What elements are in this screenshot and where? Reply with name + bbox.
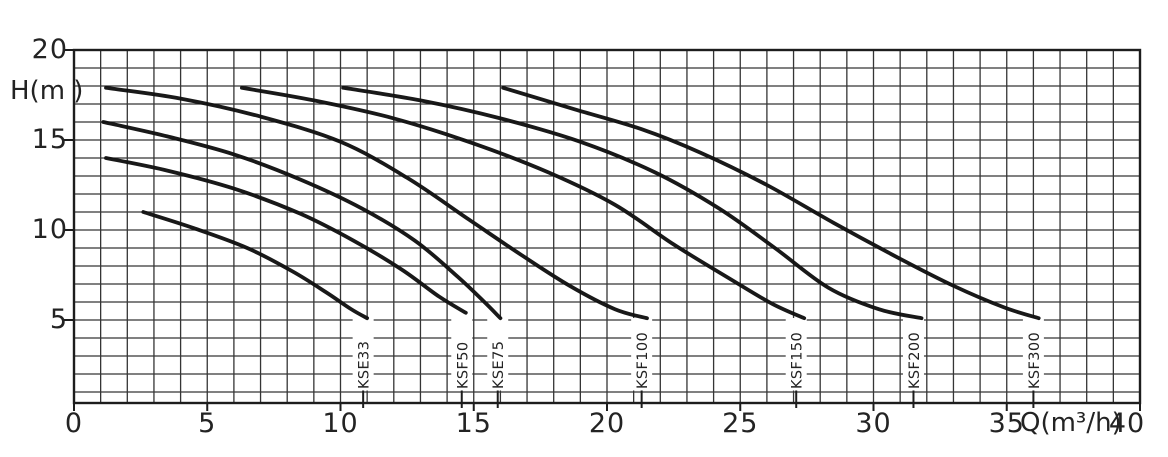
- x-tick-label-15: 15: [456, 408, 492, 439]
- series-label-box-KSE75: [487, 318, 509, 391]
- series-label-box-KSF200: [902, 318, 924, 391]
- y-tick-label-15: 15: [32, 124, 68, 155]
- y-tick-label-10: 10: [32, 214, 68, 245]
- curve-KSF100: [104, 85, 649, 321]
- series-label-KSF150: KSF150: [790, 332, 806, 389]
- series-label-KSF200: KSF200: [907, 332, 923, 389]
- curve-KSE75: [101, 120, 503, 321]
- x-axis-unit-label: Q(m³/h): [1020, 408, 1122, 438]
- curve-KSF50: [104, 156, 468, 315]
- x-tick-label-0: 0: [65, 408, 83, 439]
- y-tick-label-5: 5: [50, 304, 68, 335]
- series-label-KSF100: KSF100: [635, 332, 651, 389]
- y-tick-label-20: 20: [32, 34, 68, 65]
- series-label-box-KSE33: [352, 318, 374, 391]
- series-label-box-KSF300: [1022, 318, 1044, 391]
- x-tick-label-5: 5: [198, 408, 216, 439]
- x-tick-label-25: 25: [722, 408, 758, 439]
- x-tick-label-30: 30: [855, 408, 891, 439]
- series-label-box-KSF150: [785, 318, 807, 391]
- series-label-box-KSF100: [631, 318, 653, 391]
- curve-KSF300: [501, 85, 1041, 321]
- curve-KSF200: [341, 85, 924, 321]
- x-tick-label-35: 35: [989, 408, 1025, 439]
- y-axis-unit-label: H(m ): [10, 76, 83, 106]
- x-tick-label-40: 40: [1109, 408, 1145, 439]
- series-label-KSE75: KSE75: [491, 341, 507, 389]
- curve-KSF150: [240, 85, 807, 321]
- curve-KSE33: [141, 210, 369, 321]
- x-tick-label-10: 10: [322, 408, 358, 439]
- series-label-box-KSF50: [451, 318, 473, 391]
- series-label-KSE33: KSE33: [357, 341, 373, 389]
- series-label-KSF50: KSF50: [455, 341, 471, 389]
- grid-lines: [73, 49, 1141, 404]
- series-label-KSF300: KSF300: [1027, 332, 1043, 389]
- axis-ticks: [63, 49, 1141, 411]
- x-tick-label-20: 20: [589, 408, 625, 439]
